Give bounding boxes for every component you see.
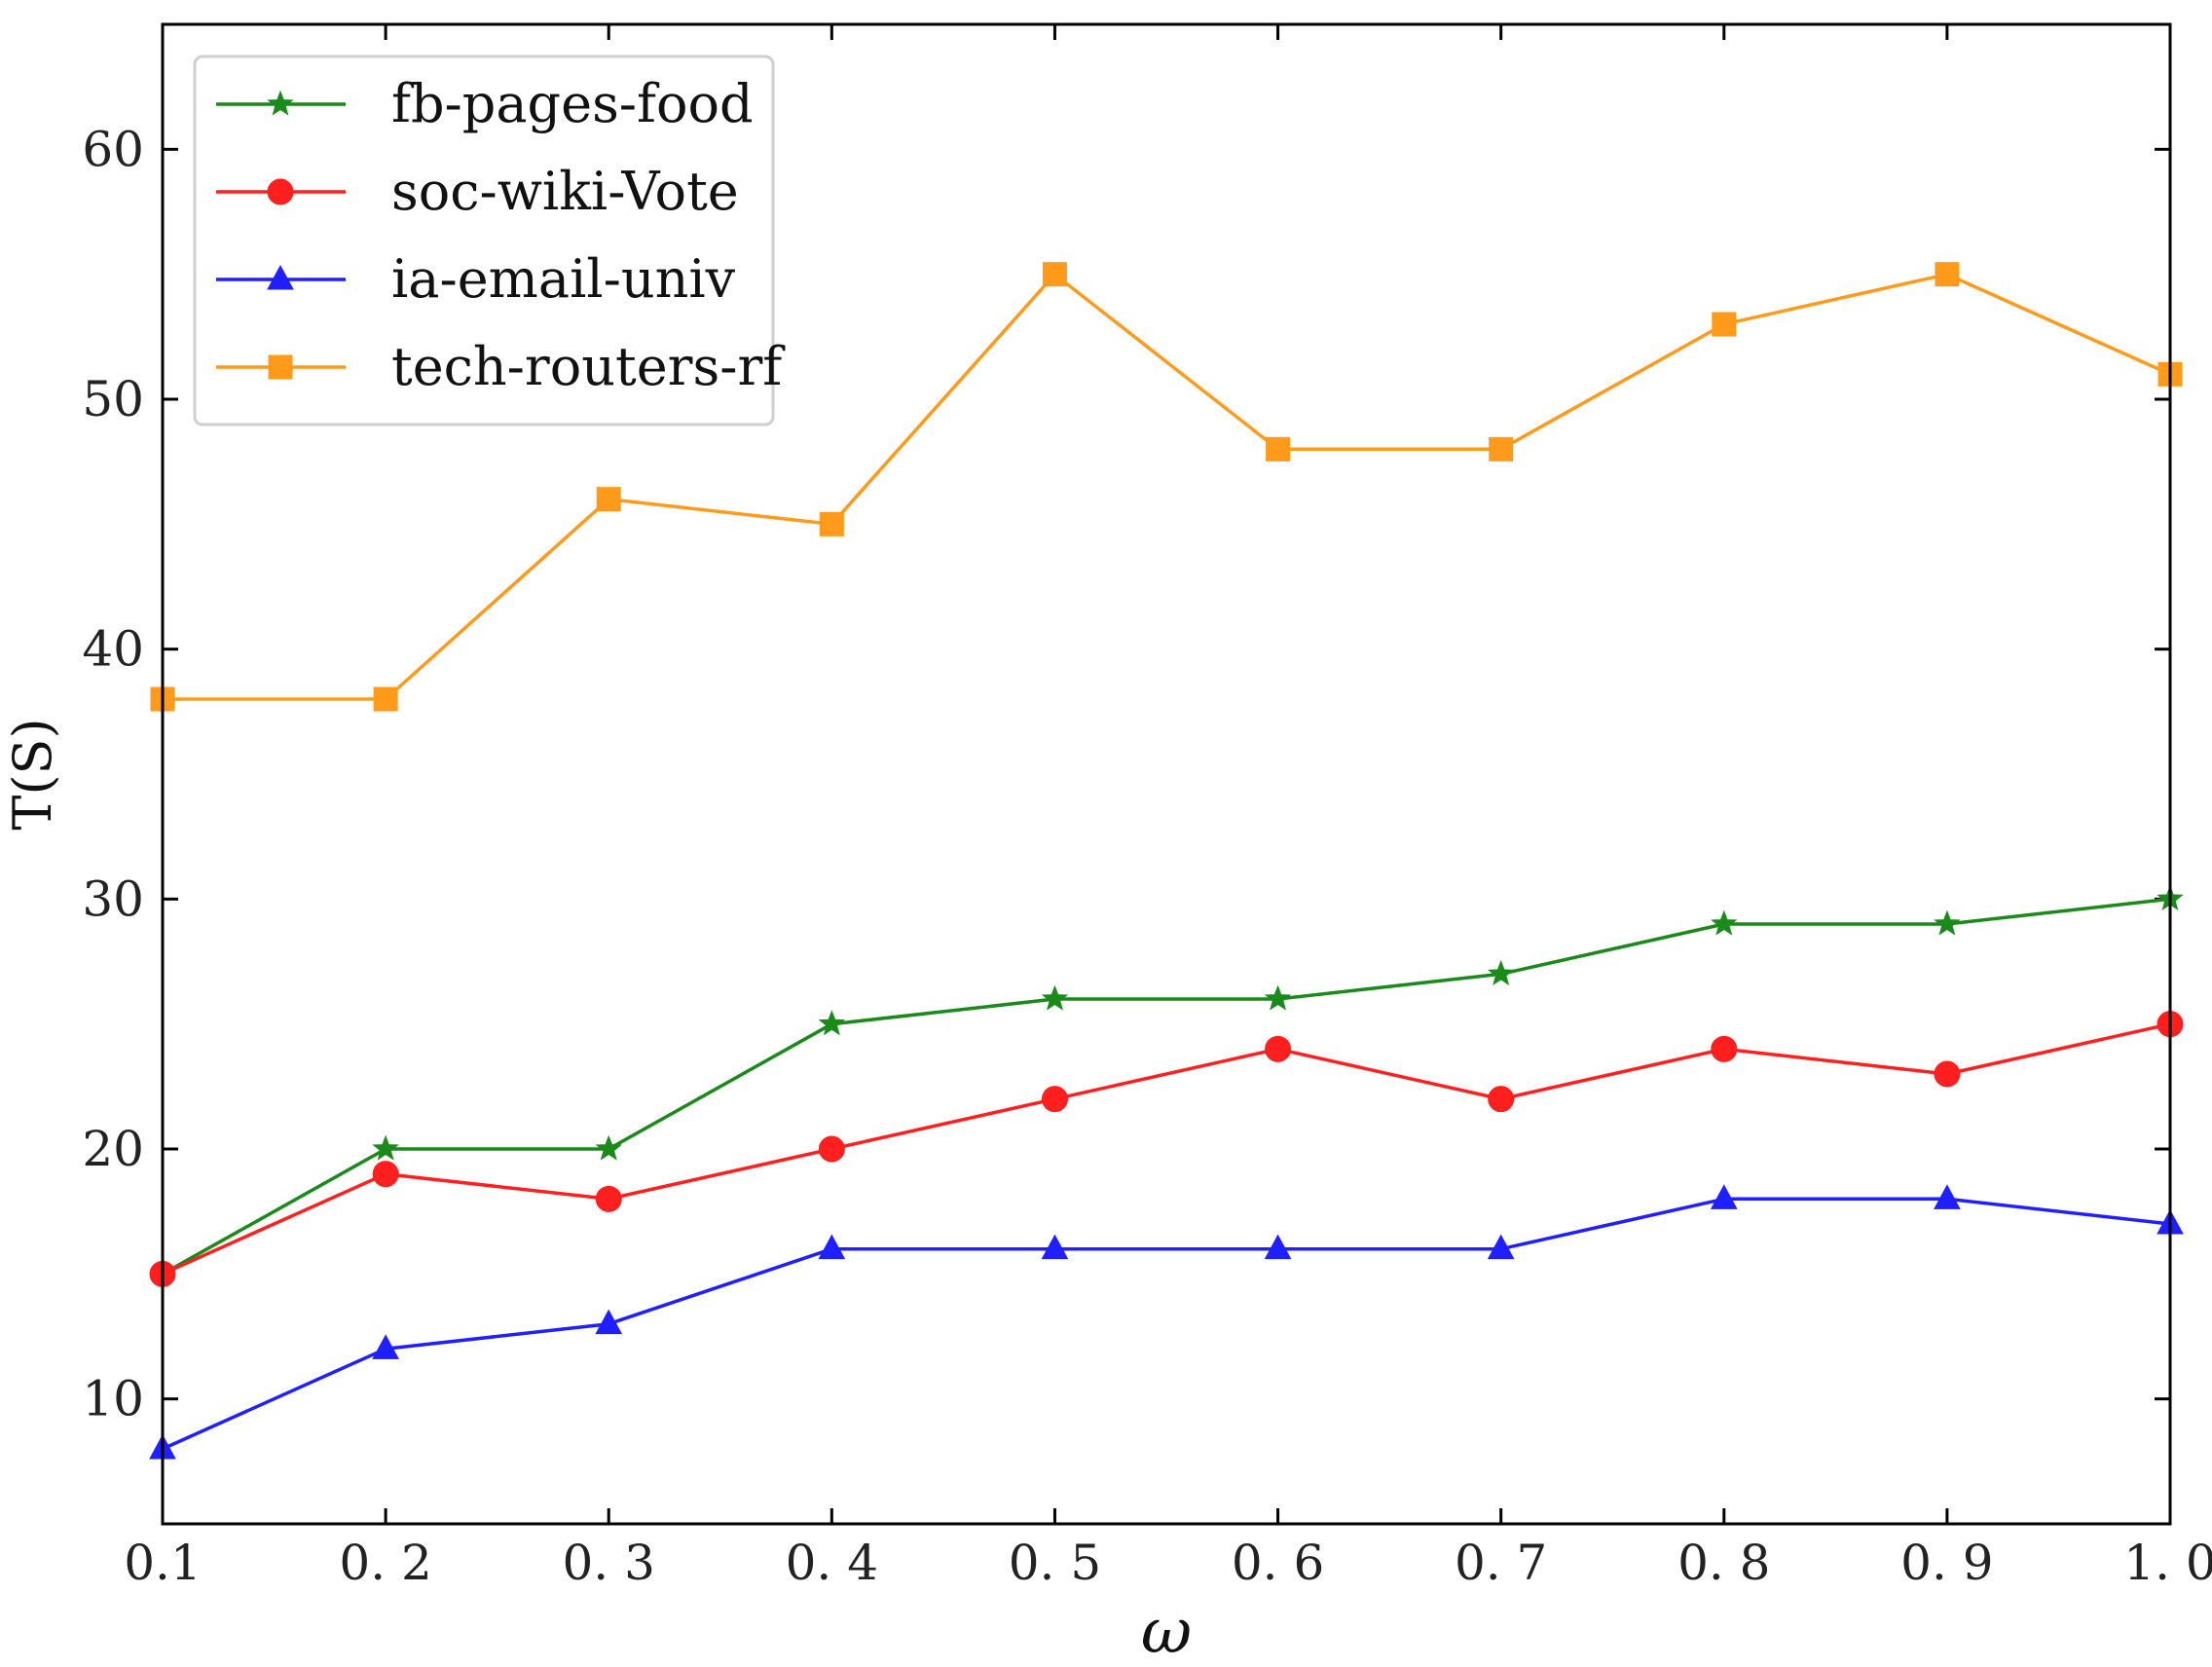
data-point-ia-email-univ — [1934, 1184, 1961, 1209]
x-tick-label: 0.1 — [124, 1535, 202, 1591]
data-point-fb-pages-food — [595, 1134, 622, 1161]
data-point-fb-pages-food — [818, 1010, 846, 1036]
y-tick-label: 20 — [82, 1121, 144, 1177]
x-tick-label: 0. 2 — [339, 1535, 431, 1591]
legend-label: soc-wiki-Vote — [391, 161, 739, 222]
x-tick-label: 0. 8 — [1677, 1535, 1770, 1591]
data-point-tech-routers-rf — [1935, 262, 1960, 287]
legend-marker — [268, 354, 293, 380]
x-tick-label: 0. 9 — [1900, 1535, 1993, 1591]
legend-item-tech-routers-rf: tech-routers-rf — [216, 336, 786, 397]
data-point-ia-email-univ — [595, 1309, 623, 1335]
series-line-tech-routers-rf — [163, 272, 2171, 701]
x-tick-label: 0. 3 — [563, 1535, 655, 1591]
data-point-tech-routers-rf — [1489, 436, 1514, 462]
data-point-tech-routers-rf — [596, 487, 621, 512]
y-tick-label: 10 — [82, 1371, 144, 1427]
legend-label: ia-email-univ — [391, 248, 736, 310]
data-point-ia-email-univ — [1041, 1234, 1069, 1260]
data-point-tech-routers-rf — [819, 511, 844, 537]
legend-box — [193, 55, 775, 426]
y-tick-label: 40 — [82, 621, 144, 678]
x-tick-label: 0. 4 — [786, 1535, 878, 1591]
data-point-soc-wiki-vote — [372, 1161, 399, 1188]
y-tick-labels: 10 20 30 40 50 60 — [82, 121, 144, 1426]
data-point-tech-routers-rf — [1042, 262, 1067, 287]
legend-item-ia-email-univ: ia-email-univ — [216, 248, 736, 310]
legend-marker — [267, 178, 294, 205]
legend-label: fb-pages-food — [391, 73, 754, 134]
legend-label: tech-routers-rf — [391, 336, 786, 397]
data-point-ia-email-univ — [1264, 1234, 1292, 1260]
data-point-fb-pages-food — [372, 1134, 399, 1161]
data-point-ia-email-univ — [372, 1334, 399, 1359]
legend-marker — [267, 264, 294, 290]
legend-marker — [267, 90, 294, 116]
legend-item-soc-wiki-vote: soc-wiki-Vote — [216, 161, 739, 222]
data-point-soc-wiki-vote — [595, 1185, 622, 1212]
data-point-tech-routers-rf — [373, 686, 398, 712]
data-point-tech-routers-rf — [1266, 436, 1291, 462]
legend-item-fb-pages-food: fb-pages-food — [216, 73, 754, 134]
data-point-fb-pages-food — [1487, 959, 1515, 986]
y-tick-label: 50 — [82, 371, 144, 427]
series-fb-pages-food — [149, 884, 2184, 1286]
x-axis-label: ω — [1141, 1596, 1192, 1667]
legend: fb-pages-food soc-wiki-Vote ia-email-univ t… — [193, 55, 786, 426]
x-tick-label: 1. 0 — [2123, 1535, 2212, 1591]
x-tick-label: 0. 7 — [1455, 1535, 1547, 1591]
series-tech-routers-rf — [150, 262, 2183, 712]
y-tick-label: 30 — [82, 871, 144, 927]
data-point-soc-wiki-vote — [818, 1135, 845, 1163]
y-axis-label: T(S) — [2, 718, 63, 830]
data-point-soc-wiki-vote — [1711, 1035, 1738, 1062]
data-point-soc-wiki-vote — [1488, 1086, 1515, 1113]
data-point-fb-pages-food — [1711, 909, 1738, 936]
x-tick-labels: 0.1 0. 2 0. 3 0. 4 0. 5 0. 6 0. 7 0. 8 0. 9 1. 0 — [124, 1535, 2212, 1591]
data-point-fb-pages-food — [1041, 984, 1069, 1011]
data-point-ia-email-univ — [1710, 1184, 1738, 1209]
x-tick-label: 0. 6 — [1232, 1535, 1324, 1591]
data-point-soc-wiki-vote — [1265, 1035, 1292, 1062]
plot-frame — [161, 22, 2172, 1526]
data-point-fb-pages-food — [1934, 909, 1961, 936]
series-layer — [149, 262, 2184, 1460]
data-point-soc-wiki-vote — [1934, 1060, 1961, 1088]
series-ia-email-univ — [149, 1184, 2184, 1460]
series-line-fb-pages-food — [162, 897, 2171, 1276]
data-point-ia-email-univ — [1487, 1234, 1515, 1260]
y-tick-label: 60 — [82, 121, 144, 177]
data-point-soc-wiki-vote — [1041, 1086, 1068, 1113]
series-line-soc-wiki-vote — [162, 1021, 2171, 1276]
data-point-ia-email-univ — [818, 1234, 846, 1260]
data-point-tech-routers-rf — [1712, 312, 1737, 337]
series-line-ia-email-univ — [162, 1197, 2171, 1451]
data-point-fb-pages-food — [1264, 984, 1292, 1011]
x-tick-label: 0. 5 — [1009, 1535, 1101, 1591]
